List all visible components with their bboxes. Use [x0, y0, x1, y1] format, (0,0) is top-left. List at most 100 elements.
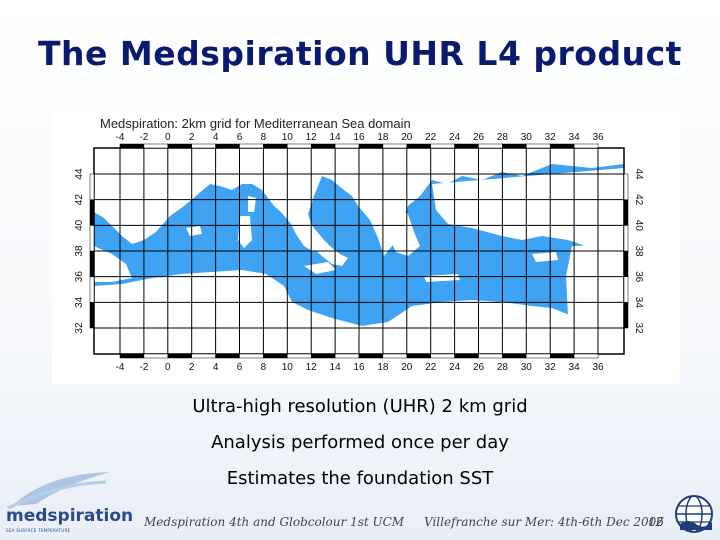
slide-title: The Medspiration UHR L4 product: [38, 34, 682, 73]
scale-segment: [454, 353, 479, 359]
axis-tick-label: 26: [473, 132, 485, 143]
sicily-land: [304, 262, 336, 274]
bullet-2: Analysis performed once per day: [211, 432, 509, 453]
greece-land: [388, 206, 420, 256]
scale-segment: [263, 353, 288, 359]
africa-land: [94, 270, 572, 354]
map-figure: Medspiration: 2km grid for Mediterranean…: [52, 106, 680, 384]
axis-tick-label: 20: [401, 132, 413, 143]
axis-tick-label: 14: [330, 132, 342, 143]
axis-tick-label: 6: [237, 362, 243, 373]
scale-segment: [573, 353, 599, 359]
axis-tick-label: 42: [74, 194, 85, 206]
axis-tick-label: 0: [165, 362, 171, 373]
scale-segment: [454, 143, 479, 149]
scale-segment: [478, 143, 503, 149]
scale-segment: [239, 353, 264, 359]
axis-tick-label: 30: [521, 362, 533, 373]
axis-tick-label: 2: [189, 362, 195, 373]
scale-segment: [526, 143, 551, 149]
scale-segment: [623, 173, 629, 200]
axis-tick-label: 36: [633, 271, 644, 283]
axis-tick-label: 12: [306, 132, 318, 143]
axis-tick-label: 42: [633, 194, 644, 206]
scale-segment: [167, 353, 192, 359]
scale-segment: [406, 143, 431, 149]
axis-tick-label: 36: [592, 362, 604, 373]
axis-tick-label: 32: [545, 362, 557, 373]
scale-segment: [89, 302, 95, 329]
axis-tick-label: 30: [521, 132, 533, 143]
scale-segment: [263, 143, 288, 149]
axis-tick-label: 32: [633, 322, 644, 334]
axis-tick-label: -2: [139, 132, 148, 143]
axis-tick-label: 16: [353, 132, 365, 143]
axis-tick-label: 34: [74, 296, 85, 308]
globe-logo-icon: [675, 495, 713, 533]
axis-tick-label: 6: [237, 132, 243, 143]
scale-segment: [215, 353, 240, 359]
scale-segment: [215, 143, 240, 149]
scale-segment: [358, 143, 384, 149]
scale-segment: [89, 276, 95, 303]
scale-segment: [430, 143, 455, 149]
axis-tick-label: 40: [74, 219, 85, 231]
lat-labels-left: 32 34 36 38 40 42 44: [74, 168, 85, 334]
scale-segment: [191, 143, 216, 149]
scale-segment: [430, 353, 455, 359]
axis-tick-label: -4: [116, 132, 125, 143]
iberia-land: [94, 246, 132, 282]
axis-tick-label: 12: [306, 362, 318, 373]
axis-tick-label: 38: [74, 245, 85, 257]
axis-tick-label: 10: [282, 362, 294, 373]
axis-tick-label: 34: [569, 362, 581, 373]
axis-tick-label: 24: [449, 362, 461, 373]
turkey-land: [432, 168, 624, 248]
scale-segment: [623, 302, 629, 329]
map-panel: -4 -2 0 2 4 6 8 10 12 14 16 18 20 22 24 26 28 30 32 34 36 -4…: [74, 132, 644, 373]
scale-segment: [167, 143, 192, 149]
italy-land: [276, 192, 348, 266]
axis-tick-label: 32: [545, 132, 557, 143]
axis-tick-label: 22: [425, 362, 437, 373]
scale-segment: [406, 353, 431, 359]
axis-tick-label: 8: [261, 362, 267, 373]
bullet-3: Estimates the foundation SST: [226, 468, 494, 489]
scale-segment: [119, 143, 145, 149]
axis-tick-label: 32: [74, 322, 85, 334]
scale-segment: [573, 143, 599, 149]
axis-tick-label: 34: [633, 297, 644, 309]
scale-segment: [239, 143, 264, 149]
scale-segment: [623, 250, 629, 277]
scale-segment: [89, 250, 95, 277]
lon-labels-bottom: -4 -2 0 2 4 6 8 10 12 14 16 18 20 22 24 26 28 30 32 34 36: [116, 362, 604, 373]
scale-segment: [334, 143, 360, 149]
axis-tick-label: 22: [425, 132, 437, 143]
axis-tick-label: 8: [261, 132, 267, 143]
axis-tick-label: 20: [401, 362, 413, 373]
bullet-1: Ultra-high resolution (UHR) 2 km grid: [192, 396, 528, 417]
axis-tick-label: 14: [330, 362, 342, 373]
axis-tick-label: 26: [473, 362, 485, 373]
axis-tick-label: 40: [633, 220, 644, 232]
axis-tick-label: 44: [633, 168, 644, 180]
scale-segment: [549, 143, 575, 149]
page-number: 12: [648, 515, 664, 529]
axis-tick-label: 24: [449, 132, 461, 143]
scale-segment: [89, 225, 95, 252]
scale-segment: [287, 353, 312, 359]
logo-text: medspiration: [6, 506, 134, 526]
scale-segment: [549, 353, 575, 359]
axis-tick-label: -4: [116, 362, 125, 373]
scale-segment: [623, 225, 629, 252]
scale-segment: [382, 143, 408, 149]
scale-segment: [310, 353, 336, 359]
scale-segment: [287, 143, 312, 149]
cyprus-land: [532, 252, 558, 262]
scale-segment: [502, 143, 527, 149]
lat-labels-right: 32 34 36 38 40 42 44: [633, 168, 644, 334]
crete-land: [424, 274, 460, 282]
axis-tick-label: -2: [139, 362, 148, 373]
logo-swoosh-icon: [7, 472, 110, 510]
lat-lon-grid: [94, 148, 624, 354]
